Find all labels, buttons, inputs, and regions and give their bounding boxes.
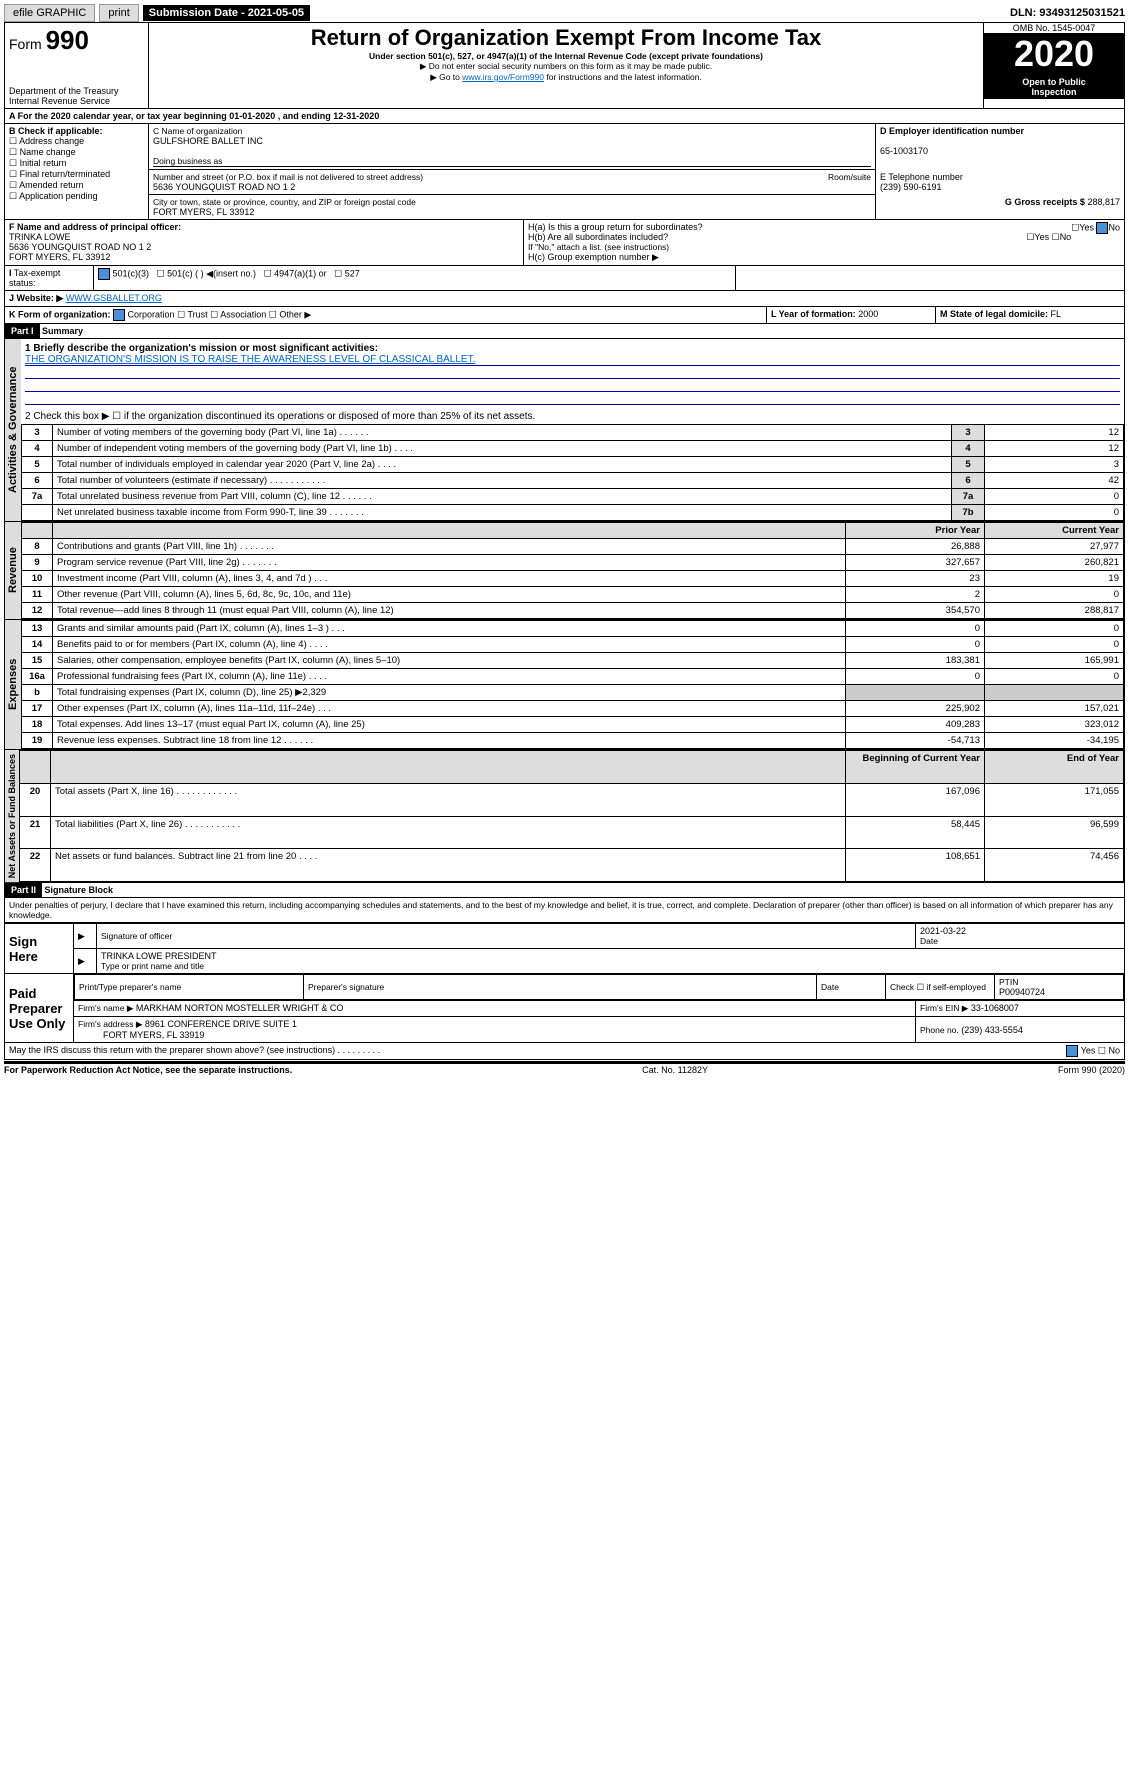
officer-addr1: 5636 YOUNGQUIST ROAD NO 1 2 [9,242,151,252]
part2-bar: Part II [5,883,42,897]
officer-name: TRINKA LOWE [9,232,71,242]
paid-prep: Paid Preparer Use Only [5,974,74,1043]
tax-year: 2020 [984,33,1124,75]
dln: DLN: 93493125031521 [1010,7,1125,19]
ha-yes[interactable]: ☐Yes [1071,222,1094,232]
print-btn[interactable]: print [99,4,138,22]
street: 5636 YOUNGQUIST ROAD NO 1 2 [153,182,295,192]
chk-name[interactable]: ☐ Name change [9,147,76,157]
chk-4947[interactable]: 4947(a)(1) or [274,268,327,278]
chk-501c[interactable]: 501(c) ( ) ◀(insert no.) [167,268,256,278]
firm-name: MARKHAM NORTON MOSTELLER WRIGHT & CO [136,1003,344,1013]
l1-lbl: 1 Briefly describe the organization's mi… [25,343,378,354]
firm-ein: 33-1068007 [971,1003,1019,1013]
part1-body: Activities & Governance 1 Briefly descri… [4,339,1125,522]
i-lbl: Tax-exempt status: [9,268,60,288]
omb-no: OMB No. 1545-0047 [984,23,1124,33]
efile-btn[interactable]: efile GRAPHIC [4,4,95,22]
chk-pending[interactable]: ☐ Application pending [9,191,98,201]
gross-receipts: 288,817 [1087,197,1120,207]
part1-bar: Part I [5,324,40,338]
firm-addr: 8961 CONFERENCE DRIVE SUITE 1 [145,1019,297,1029]
phone: (239) 590-6191 [880,182,942,192]
h-note: If "No," attach a list. (see instruction… [528,242,669,252]
city: FORT MYERS, FL 33912 [153,207,254,217]
chk-corp[interactable] [113,309,125,321]
submission-date: Submission Date - 2021-05-05 [143,5,310,21]
entity-block: B Check if applicable: ☐ Address change☐… [4,124,1125,220]
gov-table: 3Number of voting members of the governi… [21,424,1124,521]
revenue-table: Prior YearCurrent Year8Contributions and… [21,522,1124,619]
open-public: Open to PublicInspection [984,75,1124,99]
chk-501c3[interactable] [98,268,110,280]
f-lbl: F Name and address of principal officer: [9,222,181,232]
sidebar-rev: Revenue [5,522,21,619]
chk-527[interactable]: 527 [345,268,360,278]
form-number: Form 990 [9,25,144,56]
website[interactable]: WWW.GSBALLET.ORG [66,293,162,303]
d-ein-lbl: D Employer identification number [880,126,1024,136]
k-lbl: K Form of organization: [9,309,111,319]
form-footer: Form 990 (2020) [1058,1065,1125,1075]
subtitle-3: ▶ Go to www.irs.gov/Form990 for instruct… [151,72,981,83]
hb-no[interactable]: ☐No [1052,232,1072,242]
ptin: P00940724 [999,987,1045,997]
chk-final[interactable]: ☐ Final return/terminated [9,169,110,179]
self-emp[interactable]: Check ☐ if self-employed [890,982,986,992]
part1-title: Summary [42,326,83,336]
discuss-yes[interactable] [1066,1045,1078,1057]
sig-off-lbl: Signature of officer [101,931,172,941]
subtitle-2: ▶ Do not enter social security numbers o… [151,61,981,72]
firm-phone: (239) 433-5554 [961,1025,1023,1035]
org-name: GULFSHORE BALLET INC [153,136,263,146]
subtitle-1: Under section 501(c), 527, or 4947(a)(1)… [151,51,981,61]
signature-table: Sign Here ▶ Signature of officer 2021-03… [4,923,1125,1043]
sign-here: Sign Here [5,924,74,974]
addr-lbl: Number and street (or P.O. box if mail i… [153,172,423,182]
dba-lbl: Doing business as [153,156,871,167]
mission: THE ORGANIZATION'S MISSION IS TO RAISE T… [25,354,1120,366]
netassets-table: Beginning of Current YearEnd of Year20To… [19,750,1124,882]
ha-no-chk[interactable] [1096,222,1108,234]
sidebar-exp: Expenses [5,620,21,749]
chk-amended[interactable]: ☐ Amended return [9,180,84,190]
irs-label: Internal Revenue Service [9,96,144,106]
ein: 65-1003170 [880,146,928,156]
g-gross-lbl: G Gross receipts $ [1005,197,1085,207]
officer-addr2: FORT MYERS, FL 33912 [9,252,110,262]
m-lbl: M State of legal domicile: [940,309,1048,319]
declaration: Under penalties of perjury, I declare th… [5,898,1124,922]
top-bar: efile GRAPHIC print Submission Date - 20… [4,4,1125,22]
officer-block: F Name and address of principal officer:… [4,220,1125,266]
part2-title: Signature Block [45,885,114,895]
domicile: FL [1051,309,1062,319]
chk-initial[interactable]: ☐ Initial return [9,158,67,168]
line-a: A For the 2020 calendar year, or tax yea… [5,109,1124,123]
city-lbl: City or town, state or province, country… [153,197,416,207]
sig-date: 2021-03-22 [920,926,966,936]
officer-name-title: TRINKA LOWE PRESIDENT [101,951,217,961]
ha-lbl: H(a) Is this a group return for subordin… [528,222,703,232]
j-lbl: Website: ▶ [17,293,64,303]
sidebar-na: Net Assets or Fund Balances [5,750,19,882]
discuss: May the IRS discuss this return with the… [9,1045,380,1055]
form-header: Form 990 Department of the Treasury Inte… [4,22,1125,109]
chk-address[interactable]: ☐ Address change [9,136,84,146]
box-b-hdr: B Check if applicable: [9,126,103,136]
c-name-lbl: C Name of organization [153,126,242,136]
l2: 2 Check this box ▶ ☐ if the organization… [21,409,1124,424]
expense-table: 13Grants and similar amounts paid (Part … [21,620,1124,749]
pra: For Paperwork Reduction Act Notice, see … [4,1065,292,1075]
cat-no: Cat. No. 11282Y [642,1065,708,1075]
hb-yes[interactable]: ☐Yes [1026,232,1049,242]
form-title: Return of Organization Exempt From Incom… [151,25,981,51]
hc-lbl: H(c) Group exemption number ▶ [528,252,659,262]
dept-label: Department of the Treasury [9,86,144,96]
l-lbl: L Year of formation: [771,309,856,319]
room-lbl: Room/suite [828,172,871,182]
hb-lbl: H(b) Are all subordinates included? [528,232,668,242]
e-tel-lbl: E Telephone number [880,172,963,182]
sidebar-gov: Activities & Governance [5,339,21,521]
year-formation: 2000 [858,309,878,319]
